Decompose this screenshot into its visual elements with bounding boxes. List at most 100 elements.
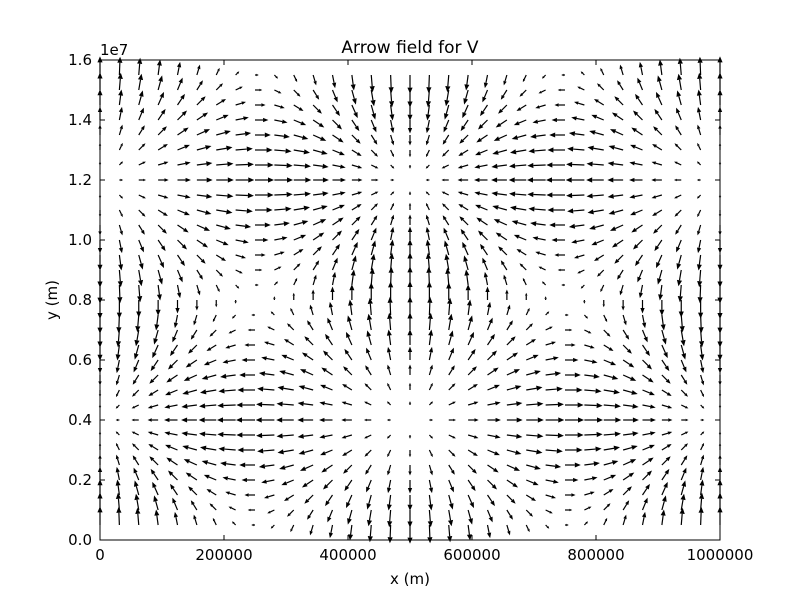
arrow-head <box>279 370 286 375</box>
arrow <box>498 104 508 114</box>
arrow <box>425 104 431 121</box>
arrow <box>390 164 395 169</box>
arrow-shaft <box>188 460 198 466</box>
arrow-shaft <box>428 318 431 331</box>
arrow <box>173 314 179 329</box>
arrow-head <box>154 509 160 516</box>
arrow-shaft <box>487 464 495 470</box>
arrow <box>138 161 146 166</box>
arrow <box>697 284 703 304</box>
arrow-shaft <box>603 490 610 496</box>
arrow-head <box>464 84 470 91</box>
arrow <box>389 104 395 121</box>
arrow-shaft <box>351 119 357 128</box>
arrow <box>428 346 434 361</box>
arrow <box>370 253 376 271</box>
arrow <box>653 126 663 136</box>
arrow <box>297 417 314 423</box>
arrow-head <box>532 354 539 359</box>
arrow-shaft <box>346 369 353 376</box>
arrow-shaft <box>286 479 294 484</box>
arrow <box>284 338 295 346</box>
arrow-shaft <box>467 524 470 535</box>
arrow-shaft <box>479 206 488 211</box>
arrow-shaft <box>700 404 703 408</box>
arrow-shaft <box>274 149 286 152</box>
arrow-head <box>386 401 390 404</box>
arrow-shaft <box>579 87 585 91</box>
arrow-shaft <box>332 233 339 241</box>
arrow-head <box>370 99 376 107</box>
arrow <box>676 73 683 91</box>
arrow-head <box>425 239 431 246</box>
arrow <box>478 119 488 130</box>
arrow-shaft <box>497 149 508 154</box>
arrow <box>281 354 294 361</box>
arrow-head <box>674 195 678 199</box>
arrow-shaft <box>196 68 200 76</box>
arrow <box>459 134 469 144</box>
arrow-head <box>507 530 511 536</box>
arrow <box>467 494 474 509</box>
arrow-head <box>97 56 103 63</box>
arrow <box>206 488 217 496</box>
arrow-shaft <box>157 239 164 248</box>
arrow-head <box>588 506 592 510</box>
arrow-shaft <box>658 269 663 279</box>
arrow-head <box>668 418 673 422</box>
arrow <box>137 73 144 91</box>
arrow-shaft <box>642 460 650 466</box>
arrow <box>462 104 469 119</box>
arrow <box>319 401 333 406</box>
arrow-shaft <box>597 100 605 106</box>
arrow <box>446 282 452 300</box>
arrow-head <box>495 232 502 238</box>
arrow-head <box>206 347 212 352</box>
arrow <box>177 209 190 216</box>
arrow <box>386 434 392 439</box>
arrow-shaft <box>389 509 392 522</box>
arrow <box>674 194 682 199</box>
arrow <box>257 386 275 392</box>
arrow <box>679 314 685 333</box>
arrow-head <box>661 338 667 345</box>
arrow-shaft <box>366 402 372 406</box>
y-tick-label: 0.6 <box>68 351 92 369</box>
arrow <box>448 494 454 510</box>
arrow <box>276 417 294 423</box>
arrow <box>603 488 614 496</box>
arrow-head <box>516 417 523 423</box>
arrow-head <box>576 387 583 393</box>
arrow <box>150 468 159 481</box>
arrow <box>519 89 527 97</box>
arrow-shaft <box>463 232 469 241</box>
arrow-shaft <box>207 374 217 379</box>
arrow-shaft <box>284 464 294 469</box>
arrow <box>680 389 688 397</box>
arrow <box>364 401 372 406</box>
arrow-shaft <box>175 516 179 526</box>
arrow <box>526 370 541 376</box>
arrow-shaft <box>594 224 604 229</box>
arrow <box>676 107 682 121</box>
arrow-head <box>629 177 635 183</box>
arrow-head <box>535 105 540 109</box>
arrow-head <box>574 255 579 259</box>
arrow-head <box>464 269 470 276</box>
arrow <box>408 135 412 146</box>
arrow-head <box>509 191 516 197</box>
arrow <box>387 364 392 376</box>
arrow-shaft <box>655 162 663 166</box>
arrow <box>244 493 255 497</box>
arrow-head <box>115 431 119 434</box>
arrow <box>603 329 611 337</box>
arrow-head <box>529 323 533 328</box>
arrow-head <box>491 163 498 169</box>
arrow-shaft <box>390 134 394 142</box>
arrow <box>320 449 333 456</box>
arrow <box>135 507 141 526</box>
arrow-shaft <box>307 494 314 501</box>
arrow-shaft <box>388 351 392 361</box>
arrow-head <box>304 163 311 169</box>
arrow-shaft <box>282 434 294 437</box>
